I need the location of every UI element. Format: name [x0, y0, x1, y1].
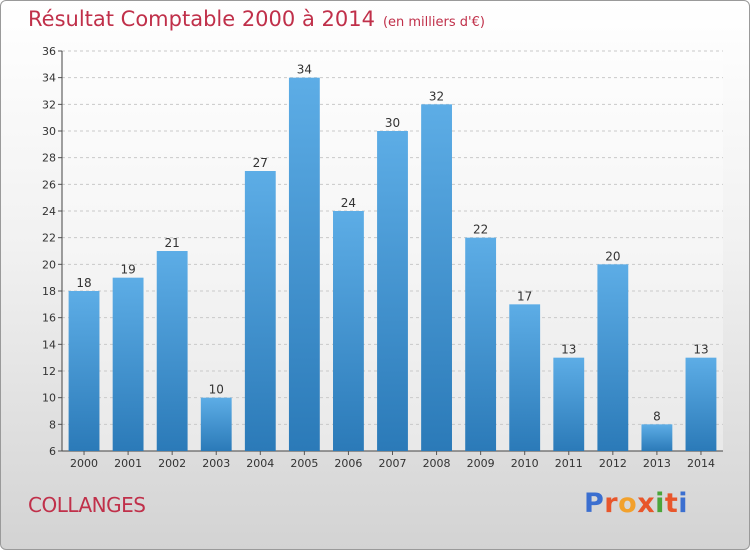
y-tick-label: 32	[42, 98, 56, 111]
logo-letter: P	[584, 488, 605, 519]
logo-letter: i	[655, 488, 665, 519]
x-tick-label: 2011	[555, 457, 583, 470]
x-tick-label: 2007	[379, 457, 407, 470]
bar-value-label: 21	[165, 236, 180, 250]
chart-title: Résultat Comptable 2000 à 2014 (en millie…	[28, 7, 485, 31]
chart-title-text: Résultat Comptable 2000 à 2014	[28, 7, 375, 31]
x-tick-label: 2001	[114, 457, 142, 470]
bar-value-label: 10	[209, 383, 224, 397]
bar	[553, 357, 585, 451]
bar	[465, 237, 497, 451]
bar	[288, 77, 320, 452]
bar-value-label: 24	[341, 196, 356, 210]
x-tick-label: 2013	[643, 457, 671, 470]
bar-value-label: 13	[693, 343, 708, 357]
bar-value-label: 30	[385, 116, 400, 130]
y-tick-label: 12	[42, 365, 56, 378]
bar-value-label: 27	[253, 156, 268, 170]
bar-value-label: 19	[120, 263, 135, 277]
y-tick-label: 30	[42, 125, 56, 138]
bar	[509, 304, 541, 451]
bar-value-label: 8	[653, 409, 661, 423]
y-tick-label: 26	[42, 178, 56, 191]
x-tick-label: 2002	[158, 457, 186, 470]
y-tick-label: 8	[49, 418, 56, 431]
y-tick-label: 20	[42, 258, 56, 271]
y-tick-label: 34	[42, 72, 56, 85]
y-tick-label: 16	[42, 312, 56, 325]
bar	[68, 291, 100, 451]
bar-value-label: 20	[605, 249, 620, 263]
x-tick-label: 2000	[70, 457, 98, 470]
y-tick-label: 22	[42, 232, 56, 245]
bar	[597, 264, 629, 451]
bar-value-label: 18	[76, 276, 91, 290]
x-tick-label: 2010	[511, 457, 539, 470]
x-tick-label: 2014	[687, 457, 715, 470]
logo-letter: x	[637, 488, 656, 519]
commune-name: COLLANGES	[28, 493, 146, 517]
bar	[244, 171, 276, 451]
bar	[112, 277, 144, 451]
proxiti-logo: Proxiti	[584, 488, 688, 519]
x-tick-label: 2005	[290, 457, 318, 470]
logo-letter: i	[678, 488, 689, 519]
bar	[421, 104, 452, 451]
logo-letter: r	[604, 488, 619, 519]
bar-value-label: 22	[473, 223, 488, 237]
x-tick-label: 2008	[423, 457, 451, 470]
bar-value-label: 17	[517, 289, 532, 303]
y-tick-label: 10	[42, 392, 56, 405]
bar-value-label: 13	[561, 343, 576, 357]
y-tick-label: 14	[42, 338, 56, 351]
x-tick-label: 2003	[202, 457, 230, 470]
x-tick-label: 2012	[599, 457, 627, 470]
bar	[377, 131, 408, 451]
x-tick-label: 2006	[334, 457, 362, 470]
y-tick-label: 36	[42, 45, 56, 58]
chart-unit: (en milliers d'€)	[382, 15, 485, 30]
logo-letter: o	[618, 488, 638, 519]
y-tick-label: 6	[49, 445, 56, 458]
logo-letter: t	[664, 488, 679, 519]
y-tick-label: 28	[42, 152, 56, 165]
bar	[685, 357, 717, 451]
bar	[333, 211, 364, 451]
x-tick-label: 2009	[467, 457, 495, 470]
bar-value-label: 34	[297, 63, 312, 77]
y-tick-label: 24	[42, 205, 56, 218]
y-tick-label: 18	[42, 285, 56, 298]
x-tick-label: 2004	[246, 457, 274, 470]
bar	[156, 251, 188, 451]
bar	[641, 424, 673, 451]
bar	[200, 397, 232, 451]
bar-value-label: 32	[429, 89, 444, 103]
